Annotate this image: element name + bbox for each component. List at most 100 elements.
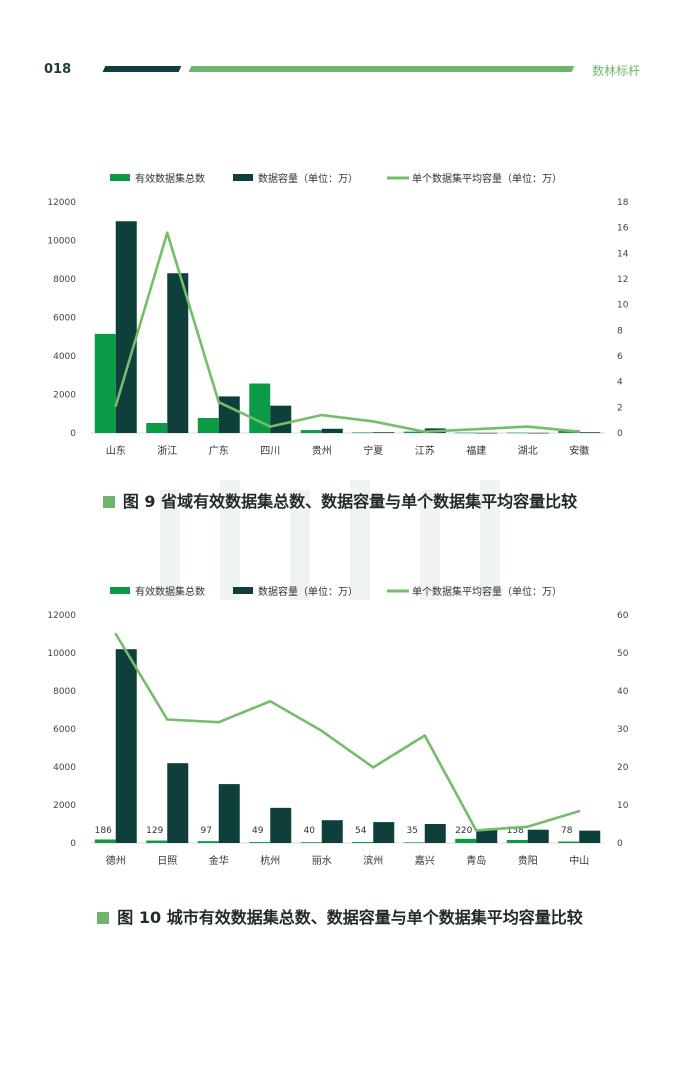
bar-data-label-7: 220 (455, 826, 472, 836)
bar-capacity-4 (321, 820, 343, 843)
bar-capacity-3 (270, 405, 292, 433)
bar-capacity-6 (424, 824, 446, 843)
y-right-tick-label: 0 (617, 429, 623, 439)
legend-label-0: 有效数据集总数 (135, 172, 205, 185)
line-point-5 (372, 766, 375, 769)
bar-data-label-5: 54 (355, 826, 367, 836)
bar-count-2 (197, 417, 219, 433)
bar-count-0 (94, 333, 116, 433)
caption-fig9: 图 9 省域有效数据集总数、数据容量与单个数据集平均容量比较 (0, 488, 680, 512)
x-tick-label: 滨州 (363, 854, 383, 867)
bar-count-6 (403, 842, 425, 843)
line-point-0 (114, 632, 117, 636)
bar-count-6 (403, 431, 425, 433)
bar-data-label-1: 129 (146, 826, 163, 836)
legend-swatch-1 (233, 174, 253, 181)
bar-data-label-0: 186 (95, 826, 112, 836)
line-point-2 (217, 401, 220, 404)
line-point-6 (423, 430, 426, 433)
caption-square-icon (102, 496, 115, 508)
line-point-3 (269, 425, 272, 428)
y-right-tick-label: 0 (617, 839, 623, 849)
bar-count-7 (455, 432, 477, 434)
x-tick-label: 嘉兴 (415, 854, 435, 867)
bar-count-7 (455, 838, 477, 843)
legend-label-2: 单个数据集平均容量（单位：万） (412, 172, 562, 185)
y-left-tick-label: 6000 (53, 725, 76, 735)
bar-capacity-5 (373, 432, 395, 433)
x-tick-label: 安徽 (569, 444, 589, 457)
bar-capacity-1 (167, 273, 189, 433)
line-point-7 (475, 829, 478, 832)
chart-fig9-svg: 有效数据集总数 数据容量（单位：万） 单个数据集平均容量（单位：万） 0 2000 400… (47, 172, 629, 457)
bar-capacity-2 (218, 396, 240, 433)
y-left-tick-label: 12000 (47, 198, 76, 208)
y-left-tick-label: 6000 (53, 314, 76, 324)
y-left-tick-label: 10000 (47, 649, 76, 659)
bar-capacity-2 (218, 784, 240, 843)
chart-fig9: 有效数据集总数 数据容量（单位：万） 单个数据集平均容量（单位：万） 0 2000 400… (0, 160, 680, 470)
line-point-9 (578, 809, 581, 813)
y-right-tick-label: 8 (617, 326, 623, 336)
bar-count-2 (197, 841, 219, 843)
y-left-tick-label: 0 (70, 429, 76, 439)
bar-count-8 (506, 839, 528, 843)
legend-label-1: 数据容量（单位：万） (258, 172, 358, 185)
line-point-3 (269, 700, 272, 703)
bar-count-4 (300, 430, 322, 433)
caption-fig9-text: 图 9 省域有效数据集总数、数据容量与单个数据集平均容量比较 (122, 492, 578, 511)
x-tick-label: 四川 (260, 446, 280, 457)
bar-count-0 (94, 839, 116, 843)
legend-label-0: 有效数据集总数 (135, 585, 205, 598)
bar-capacity-9 (579, 830, 601, 843)
y-right-tick-label: 6 (617, 352, 623, 362)
bar-count-1 (146, 840, 168, 843)
x-tick-label: 贵州 (312, 444, 332, 457)
y-left-tick-label: 10000 (47, 237, 76, 247)
y-right-tick-label: 4 (617, 378, 623, 388)
y-left-tick-label: 8000 (53, 275, 76, 285)
bar-count-3 (249, 383, 271, 433)
bar-capacity-8 (527, 432, 549, 434)
line-point-4 (320, 413, 323, 417)
legend-swatch-0 (110, 174, 130, 181)
bar-data-label-9: 78 (561, 826, 573, 836)
y-right-tick-label: 10 (617, 801, 629, 811)
y-right-tick-label: 18 (617, 198, 629, 208)
line-point-8 (526, 825, 529, 828)
bar-data-label-4: 40 (304, 826, 316, 836)
y-left-tick-label: 4000 (53, 352, 76, 362)
x-tick-label: 日照 (157, 855, 177, 867)
bar-count-9 (558, 841, 580, 843)
y-left-tick-label: 12000 (47, 611, 76, 621)
line-point-4 (320, 729, 323, 733)
line-point-1 (166, 718, 169, 721)
line-point-8 (526, 425, 529, 428)
line-point-0 (114, 404, 117, 408)
y-right-tick-label: 16 (617, 224, 629, 234)
y-right-tick-label: 40 (617, 687, 629, 697)
bar-data-label-6: 35 (407, 826, 418, 836)
y-left-tick-label: 2000 (53, 391, 76, 401)
brand-label: 数林标杆 (592, 64, 641, 78)
bar-data-label-3: 49 (252, 826, 264, 836)
bar-capacity-9 (579, 432, 601, 433)
y-left-tick-label: 2000 (53, 801, 76, 811)
line-point-1 (166, 231, 169, 234)
y-right-tick-label: 50 (617, 649, 629, 659)
bar-capacity-4 (321, 428, 343, 433)
x-tick-label: 宁夏 (363, 444, 383, 457)
chart-fig10: 有效数据集总数 数据容量（单位：万） 单个数据集平均容量（单位：万） 0 2000 400… (0, 573, 680, 878)
bar-count-4 (300, 842, 322, 843)
caption-square-icon (97, 912, 110, 924)
bar-count-8 (506, 432, 528, 434)
legend-label-1: 数据容量（单位：万） (258, 585, 358, 598)
x-tick-label: 金华 (209, 854, 229, 867)
line-series-avg (114, 231, 580, 434)
bar-capacity-7 (476, 432, 498, 434)
legend-swatch-0 (110, 587, 130, 594)
x-tick-label: 丽水 (312, 855, 332, 867)
line-series-avg (114, 633, 580, 832)
legend-swatch-1 (233, 587, 253, 594)
header-bar-dark (102, 66, 182, 72)
